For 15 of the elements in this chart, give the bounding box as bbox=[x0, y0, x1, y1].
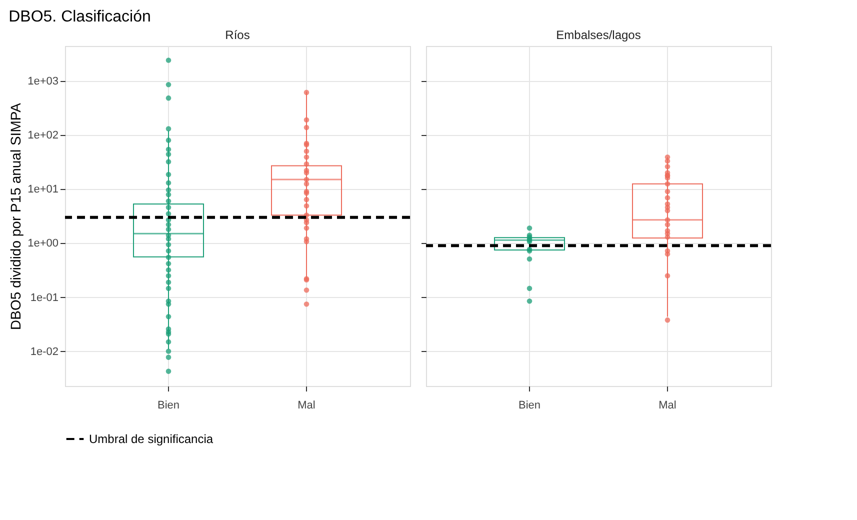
y-axis-title: DBO5 dividido por P15 anual SIMPA bbox=[8, 102, 24, 330]
y-tick-label: 1e+02 bbox=[28, 129, 58, 142]
x-tick-label: Bien bbox=[518, 400, 541, 412]
y-tick-label: 1e-02 bbox=[30, 346, 58, 358]
x-tick-label: Mal bbox=[658, 400, 676, 412]
x-tick-label: Mal bbox=[298, 400, 316, 412]
x-tick-label: Bien bbox=[157, 400, 180, 412]
chart-title: DBO5. Clasificación bbox=[8, 8, 151, 26]
legend-label: Umbral de significancia bbox=[89, 432, 214, 446]
chart-subtitle: Embalses/lagos bbox=[556, 28, 641, 42]
y-tick-label: 1e+00 bbox=[28, 238, 58, 250]
y-tick-label: 1e+03 bbox=[28, 75, 58, 88]
y-tick-label: 1e-01 bbox=[30, 292, 58, 304]
chart-subtitle: Ríos bbox=[225, 28, 250, 42]
y-tick-label: 1e+01 bbox=[28, 184, 58, 196]
